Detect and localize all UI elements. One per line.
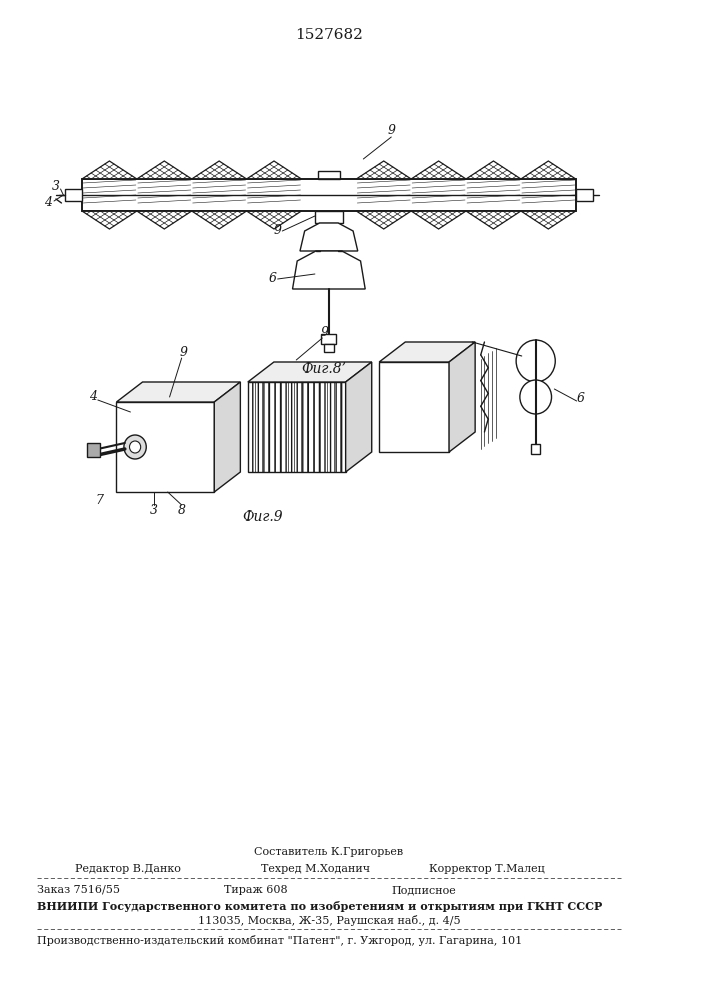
Text: Тираж 608: Тираж 608 xyxy=(223,885,287,895)
Ellipse shape xyxy=(124,435,146,459)
Polygon shape xyxy=(466,161,521,179)
Text: 1527682: 1527682 xyxy=(295,28,363,42)
Polygon shape xyxy=(356,211,411,229)
Bar xyxy=(531,444,540,454)
Polygon shape xyxy=(192,211,247,229)
Text: Фиг.9: Фиг.9 xyxy=(243,510,283,524)
Polygon shape xyxy=(137,161,192,179)
Polygon shape xyxy=(379,342,475,362)
Text: 3: 3 xyxy=(150,504,158,516)
Polygon shape xyxy=(521,211,575,229)
Text: Фиг.8’: Фиг.8’ xyxy=(302,362,346,376)
Polygon shape xyxy=(137,211,192,229)
Polygon shape xyxy=(214,382,240,492)
Text: 113035, Москва, Ж-35, Раушская наб., д. 4/5: 113035, Москва, Ж-35, Раушская наб., д. … xyxy=(197,914,460,926)
Text: 4: 4 xyxy=(89,390,97,403)
Text: 3: 3 xyxy=(52,180,60,194)
Bar xyxy=(87,443,100,457)
Ellipse shape xyxy=(129,441,141,453)
Text: 9: 9 xyxy=(387,124,395,137)
Polygon shape xyxy=(449,342,475,452)
Polygon shape xyxy=(379,362,449,452)
Text: 9: 9 xyxy=(320,326,328,338)
Text: Техред М.Ходанич: Техред М.Ходанич xyxy=(261,864,370,874)
Polygon shape xyxy=(356,161,411,179)
Polygon shape xyxy=(248,382,346,472)
Text: Заказ 7516/55: Заказ 7516/55 xyxy=(37,885,120,895)
Bar xyxy=(317,171,340,179)
Polygon shape xyxy=(117,382,240,402)
Bar xyxy=(575,189,592,201)
Polygon shape xyxy=(346,362,372,472)
Polygon shape xyxy=(466,211,521,229)
Polygon shape xyxy=(300,223,358,251)
Polygon shape xyxy=(247,161,301,179)
Text: ВНИИПИ Государственного комитета по изобретениям и открытиям при ГКНТ СССР: ВНИИПИ Государственного комитета по изоб… xyxy=(37,900,602,912)
Text: 9: 9 xyxy=(274,225,281,237)
Text: Подписное: Подписное xyxy=(391,885,456,895)
Polygon shape xyxy=(117,402,214,492)
Polygon shape xyxy=(82,161,137,179)
Bar xyxy=(65,189,82,201)
Text: 4: 4 xyxy=(45,196,52,210)
Polygon shape xyxy=(293,251,366,289)
Polygon shape xyxy=(192,161,247,179)
Text: Составитель К.Григорьев: Составитель К.Григорьев xyxy=(255,847,404,857)
Bar xyxy=(82,179,575,211)
Polygon shape xyxy=(411,211,466,229)
Text: 7: 7 xyxy=(95,493,104,506)
Polygon shape xyxy=(248,362,372,382)
Ellipse shape xyxy=(516,340,555,382)
Text: 6: 6 xyxy=(576,392,585,406)
Ellipse shape xyxy=(520,380,551,414)
Text: Корректор Т.Малец: Корректор Т.Малец xyxy=(428,864,544,874)
Polygon shape xyxy=(411,161,466,179)
Polygon shape xyxy=(521,161,575,179)
Text: Производственно-издательский комбинат "Патент", г. Ужгород, ул. Гагарина, 101: Производственно-издательский комбинат "П… xyxy=(37,936,522,946)
Text: 8: 8 xyxy=(177,504,186,516)
Bar xyxy=(325,344,334,352)
Bar xyxy=(322,334,337,344)
Bar xyxy=(82,179,575,211)
Polygon shape xyxy=(247,211,301,229)
Text: 9: 9 xyxy=(180,346,187,359)
Text: Редактор В.Данко: Редактор В.Данко xyxy=(74,864,180,874)
Polygon shape xyxy=(82,211,137,229)
Bar xyxy=(315,211,343,223)
Text: 6: 6 xyxy=(269,272,277,286)
